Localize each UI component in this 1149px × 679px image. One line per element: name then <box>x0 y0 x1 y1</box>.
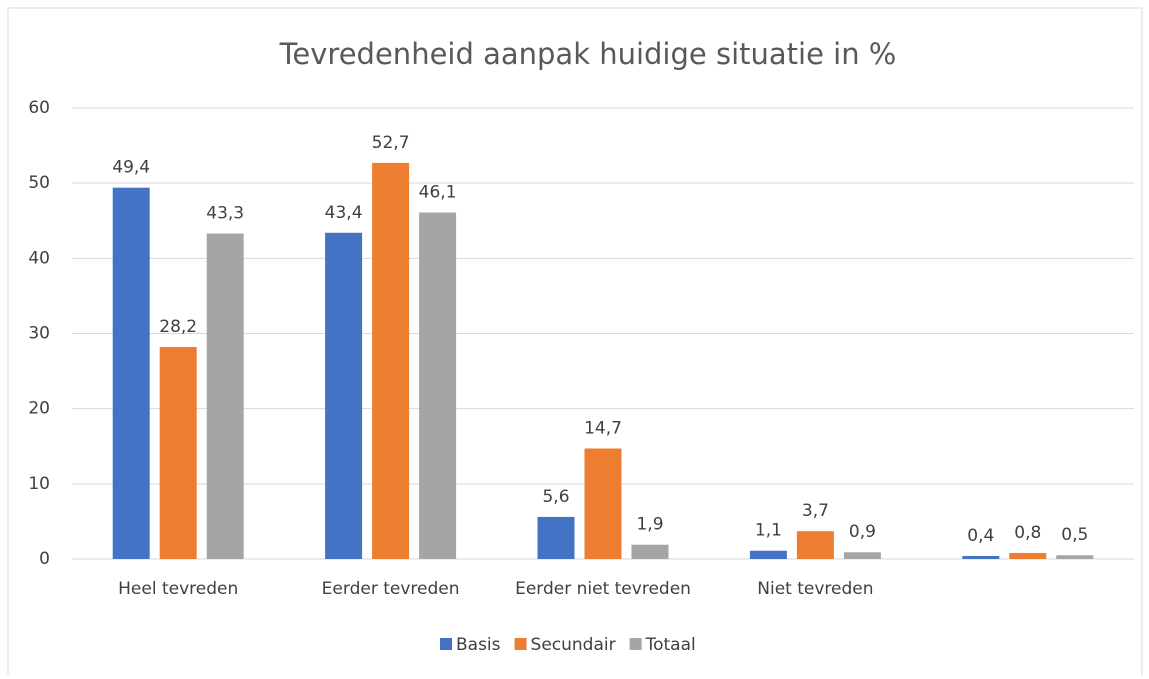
legend-label: Secundair <box>531 635 616 655</box>
data-label: 49,4 <box>112 158 150 178</box>
data-label: 0,4 <box>967 526 994 546</box>
bar <box>112 187 150 559</box>
bar <box>843 552 881 559</box>
y-tick-label: 10 <box>28 474 50 494</box>
data-label: 0,8 <box>1014 523 1041 543</box>
bar <box>1056 555 1094 559</box>
x-tick-label: Niet tevreden <box>757 579 873 599</box>
data-label: 46,1 <box>419 182 457 202</box>
bar <box>159 347 197 559</box>
bar <box>537 516 575 559</box>
legend-swatch <box>440 638 452 650</box>
data-label: 43,3 <box>206 204 244 224</box>
legend-swatch <box>629 638 642 650</box>
y-tick-label: 0 <box>39 549 50 569</box>
data-label: 1,1 <box>755 521 782 541</box>
data-label: 28,2 <box>159 317 197 337</box>
bar <box>631 544 669 559</box>
legend-swatch <box>514 638 527 650</box>
data-label: 52,7 <box>372 133 410 153</box>
legend-label: Totaal <box>645 635 696 655</box>
y-tick-label: 30 <box>28 324 50 344</box>
data-label: 14,7 <box>584 419 622 439</box>
y-tick-label: 20 <box>28 399 50 419</box>
bar <box>584 448 622 559</box>
x-tick-label: Eerder niet tevreden <box>515 579 691 599</box>
bar <box>796 531 834 559</box>
data-label: 5,6 <box>542 487 569 507</box>
data-label: 43,4 <box>325 203 363 223</box>
y-tick-label: 60 <box>28 98 50 118</box>
bar <box>372 162 410 559</box>
y-tick-label: 40 <box>28 248 50 268</box>
bar <box>419 212 457 559</box>
data-label: 1,9 <box>636 515 663 535</box>
data-label: 3,7 <box>802 501 829 521</box>
bar <box>1009 552 1047 559</box>
x-tick-label: Heel tevreden <box>118 579 238 599</box>
data-label: 0,5 <box>1061 525 1088 545</box>
bar <box>749 550 787 559</box>
x-tick-label: Eerder tevreden <box>322 579 460 599</box>
y-tick-label: 50 <box>28 173 50 193</box>
bar <box>206 233 244 560</box>
data-label: 0,9 <box>849 522 876 542</box>
chart-border <box>7 7 1143 679</box>
bar <box>325 232 363 559</box>
legend-label: Basis <box>456 635 501 655</box>
bar <box>962 555 1000 559</box>
chart-title: Tevredenheid aanpak huidige situatie in … <box>279 37 897 71</box>
